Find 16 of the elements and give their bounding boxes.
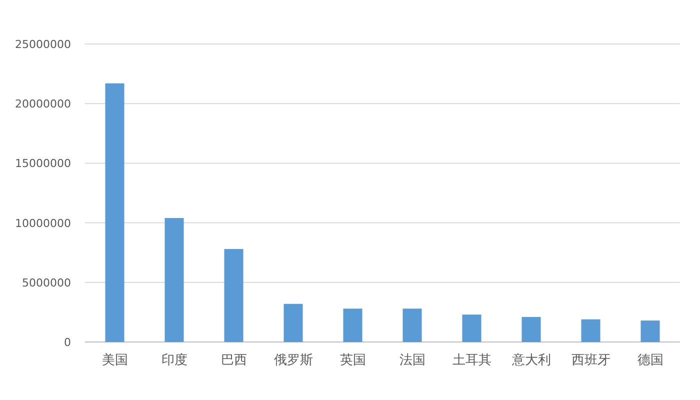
y-tick-label: 5000000 — [22, 276, 71, 290]
y-tick-label: 25000000 — [15, 38, 71, 51]
x-tick-label: 西班牙 — [571, 353, 610, 368]
x-tick-label: 英国 — [340, 353, 366, 368]
x-tick-label: 土耳其 — [452, 353, 492, 368]
x-tick-label: 法国 — [399, 353, 426, 368]
y-tick-label: 15000000 — [15, 157, 71, 170]
x-tick-label: 德国 — [637, 353, 664, 368]
x-tick-label: 印度 — [161, 352, 188, 368]
y-tick-label: 10000000 — [15, 216, 71, 230]
y-tick-label: 0 — [64, 336, 71, 349]
y-tick-label: 20000000 — [15, 98, 71, 111]
x-tick-label: 巴西 — [220, 353, 247, 368]
x-tick-label: 意大利 — [510, 353, 551, 368]
x-tick-label: 美国 — [102, 352, 128, 368]
x-tick-label: 俄罗斯 — [274, 353, 313, 368]
